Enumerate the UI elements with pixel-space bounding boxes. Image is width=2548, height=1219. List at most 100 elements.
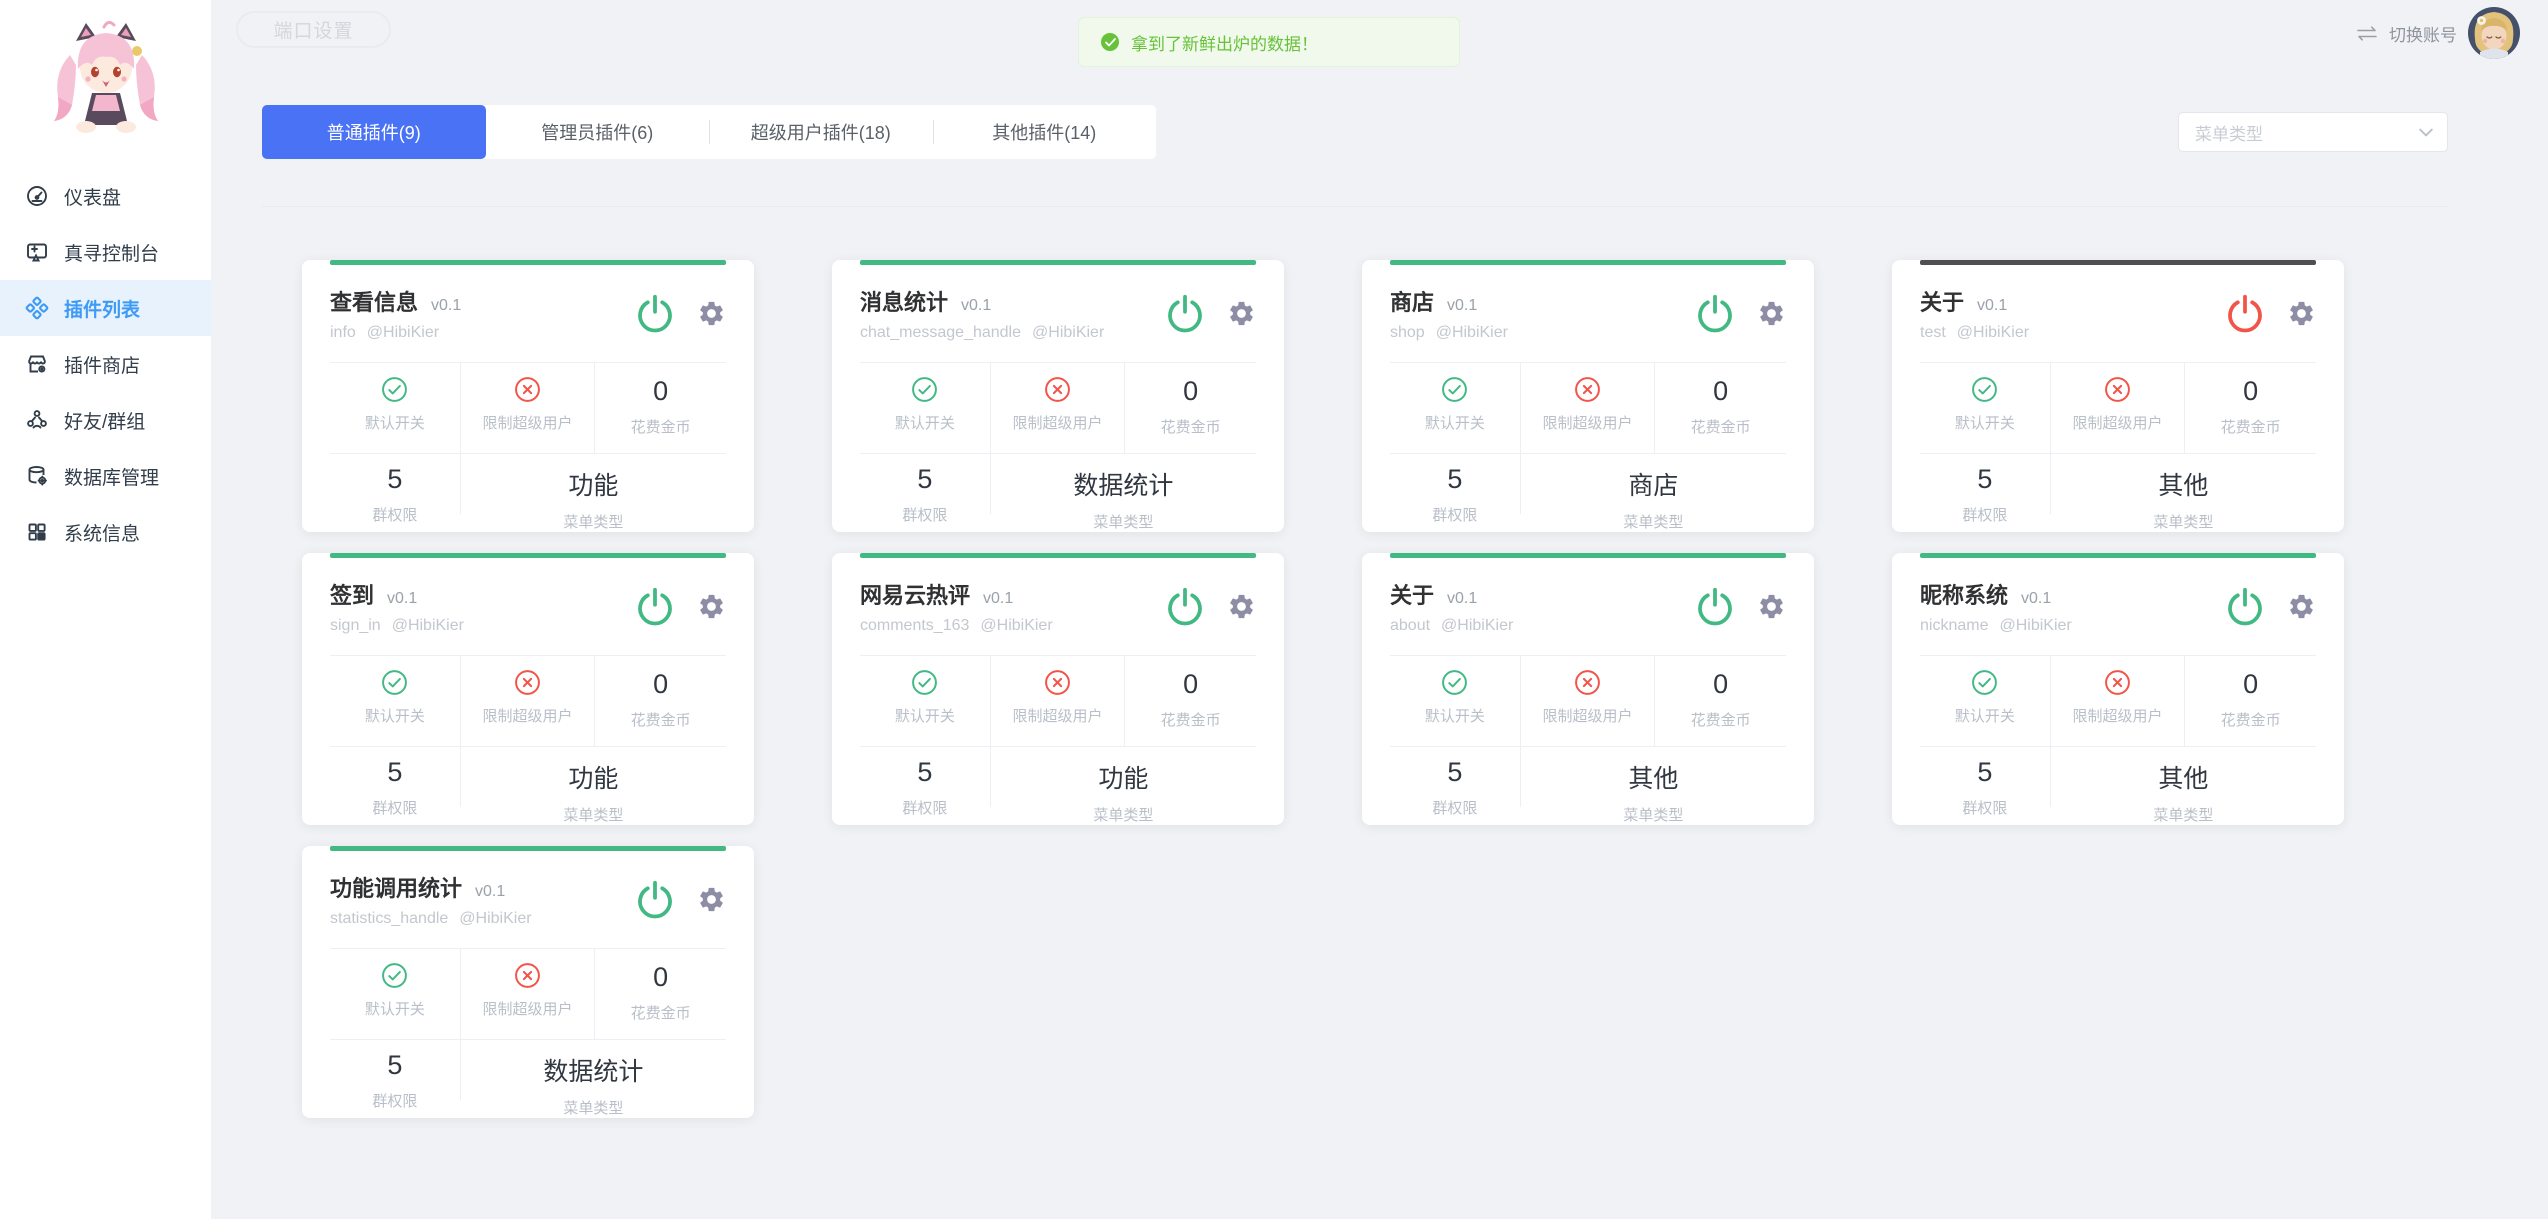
x-circle-icon (1044, 669, 1071, 696)
x-circle-icon (2104, 376, 2131, 403)
plugin-version: v0.1 (1447, 590, 1478, 607)
power-toggle-icon[interactable] (1165, 294, 1205, 334)
sidebar-item-system-info[interactable]: 系统信息 (0, 504, 211, 560)
settings-gear-icon[interactable] (697, 299, 726, 328)
stat-group-level: 5 群权限 (1920, 454, 2051, 524)
stat-default-switch: 默认开关 (860, 363, 991, 453)
tab-normal-plugins[interactable]: 普通插件(9) (262, 105, 486, 159)
stat-default-switch: 默认开关 (1390, 363, 1521, 453)
stat-default-switch: 默认开关 (330, 363, 461, 453)
stat-limit-superuser: 限制超级用户 (461, 656, 596, 746)
settings-gear-icon[interactable] (1227, 592, 1256, 621)
plugin-card: 功能调用统计 v0.1 statistics_handle @HibiKier (302, 846, 754, 1118)
check-circle-icon (911, 376, 938, 403)
plugin-card: 查看信息 v0.1 info @HibiKier (302, 260, 754, 532)
sidebar-item-dashboard[interactable]: 仪表盘 (0, 168, 211, 224)
sidebar-item-plugin-list[interactable]: 插件列表 (0, 280, 211, 336)
tab-other-plugins[interactable]: 其他插件(14) (932, 105, 1157, 159)
power-toggle-icon[interactable] (2225, 587, 2265, 627)
database-icon (28, 466, 47, 486)
plugins-icon (25, 296, 49, 320)
sidebar-item-friends-groups[interactable]: 好友/群组 (0, 392, 211, 448)
settings-gear-icon[interactable] (1757, 592, 1786, 621)
chevron-down-icon (2419, 128, 2433, 136)
stat-menu-type: 其他 菜单类型 (2153, 472, 2214, 531)
check-circle-icon (1971, 669, 1998, 696)
settings-gear-icon[interactable] (697, 592, 726, 621)
power-toggle-icon[interactable] (635, 587, 675, 627)
x-circle-icon (514, 669, 541, 696)
stat-group-level: 5 群权限 (1390, 454, 1521, 524)
plugin-card: 消息统计 v0.1 chat_message_handle @HibiKier (832, 260, 1284, 532)
settings-gear-icon[interactable] (1757, 299, 1786, 328)
plugin-status-line (330, 553, 726, 558)
settings-gear-icon[interactable] (697, 885, 726, 914)
stat-menu-type: 其他 菜单类型 (2153, 765, 2214, 824)
stat-cost-gold: 0 花费金币 (1690, 669, 1751, 729)
card-divider (860, 655, 1256, 656)
stat-group-level: 5 群权限 (330, 454, 461, 524)
check-circle-icon (1441, 376, 1468, 403)
port-settings-button[interactable]: 端口设置 (236, 11, 391, 48)
plugin-version: v0.1 (1977, 297, 2008, 314)
stat-group-level: 5 群权限 (1390, 747, 1521, 817)
plugin-title: 网易云热评 (860, 583, 971, 608)
plugin-status-line (1390, 553, 1786, 558)
stat-group-level: 5 群权限 (330, 1040, 461, 1110)
plugin-title: 关于 (1920, 290, 1965, 315)
stat-menu-type: 功能 菜单类型 (1093, 765, 1154, 824)
stat-menu-type: 商店 菜单类型 (1623, 472, 1684, 531)
plugin-module: shop (1390, 324, 1425, 341)
x-circle-icon (514, 376, 541, 403)
plugin-title: 昵称系统 (1920, 583, 2009, 608)
sidebar-item-label: 系统信息 (64, 523, 141, 545)
stat-cost-gold: 0 花费金币 (2220, 669, 2281, 729)
plugin-title: 商店 (1390, 290, 1435, 315)
stat-default-switch: 默认开关 (860, 656, 991, 746)
tab-superuser-plugins[interactable]: 超级用户插件(18) (709, 105, 933, 159)
avatar[interactable] (2468, 7, 2520, 59)
plugin-version: v0.1 (961, 297, 992, 314)
stat-limit-superuser: 限制超级用户 (1521, 363, 1656, 453)
plugin-status-line (1920, 553, 2316, 558)
power-toggle-icon[interactable] (1695, 587, 1735, 627)
plugin-module: sign_in (330, 617, 381, 634)
plugin-author: @HibiKier (1441, 617, 1514, 634)
toast-message: 拿到了新鲜出炉的数据！ (1131, 34, 1318, 54)
plugin-module: chat_message_handle (860, 324, 1022, 341)
plugin-status-line (860, 553, 1256, 558)
card-divider (1920, 655, 2316, 656)
power-toggle-icon[interactable] (1695, 294, 1735, 334)
plugin-version: v0.1 (983, 590, 1014, 607)
x-circle-icon (1044, 376, 1071, 403)
sidebar-item-console[interactable]: 真寻控制台 (0, 224, 211, 280)
sidebar-item-plugin-shop[interactable]: 插件商店 (0, 336, 211, 392)
plugin-author: @HibiKier (1999, 617, 2072, 634)
switch-account[interactable]: 切换账号 (2356, 6, 2520, 60)
power-toggle-icon[interactable] (635, 880, 675, 920)
power-toggle-icon[interactable] (1165, 587, 1205, 627)
x-circle-icon (1574, 669, 1601, 696)
card-divider (1920, 362, 2316, 363)
sidebar-item-database[interactable]: 数据库管理 (0, 448, 211, 504)
settings-gear-icon[interactable] (2287, 592, 2316, 621)
stat-cost-gold: 0 花费金币 (1160, 669, 1221, 729)
settings-gear-icon[interactable] (2287, 299, 2316, 328)
menu-type-select[interactable]: 菜单类型 (2178, 112, 2448, 152)
power-toggle-icon[interactable] (2225, 294, 2265, 334)
power-toggle-icon[interactable] (635, 294, 675, 334)
settings-gear-icon[interactable] (1227, 299, 1256, 328)
tab-admin-plugins[interactable]: 管理员插件(6) (541, 123, 654, 143)
stat-group-level: 5 群权限 (860, 454, 991, 524)
plugin-title: 签到 (330, 583, 375, 608)
plugin-title: 功能调用统计 (330, 876, 463, 901)
plugin-card: 昵称系统 v0.1 nickname @HibiKier (1892, 553, 2344, 825)
sidebar-item-label: 仪表盘 (64, 187, 122, 209)
gauge-icon (27, 186, 47, 206)
sidebar-item-label: 好友/群组 (64, 411, 146, 433)
plugin-author: @HibiKier (459, 910, 532, 927)
sidebar-item-label: 插件列表 (64, 299, 141, 321)
x-circle-icon (2104, 669, 2131, 696)
plugin-status-line (860, 260, 1256, 265)
check-circle-icon (381, 669, 408, 696)
